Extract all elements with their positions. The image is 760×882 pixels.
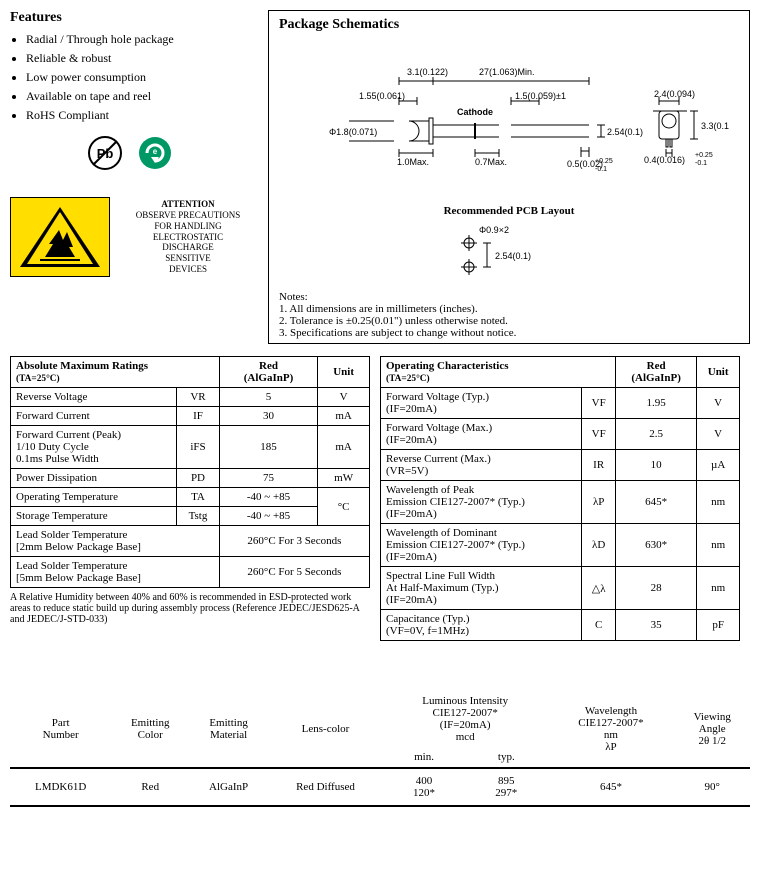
svg-text:Cathode: Cathode [457, 107, 493, 117]
note-line: 2. Tolerance is ±0.25(0.01") unless othe… [279, 315, 739, 327]
svg-text:27(1.063)Min.: 27(1.063)Min. [479, 67, 535, 77]
feature-item: Available on tape and reel [26, 89, 260, 104]
svg-text:1.5(0.059)±1: 1.5(0.059)±1 [515, 91, 566, 101]
esd-triangle-icon [15, 202, 105, 272]
pcb-layout-drawing: Φ0.9×2 2.54(0.1) [429, 225, 589, 285]
pb-free-icon: Pb [89, 137, 121, 169]
notes-heading: Notes: [279, 291, 739, 303]
svg-text:e: e [153, 147, 158, 156]
svg-text:3.3(0.13): 3.3(0.13) [701, 121, 729, 131]
svg-text:2.54(0.1): 2.54(0.1) [607, 127, 643, 137]
esd-line: DISCHARGE [162, 242, 214, 252]
svg-text:+0.25-0.1: +0.25-0.1 [695, 152, 713, 167]
package-schematic-drawing: 3.1(0.122) 27(1.063)Min. 1.55(0.061) 1.5… [289, 41, 729, 201]
feature-item: Reliable & robust [26, 51, 260, 66]
svg-text:1.0Max.: 1.0Max. [397, 157, 429, 167]
svg-text:0.4(0.016): 0.4(0.016) [644, 155, 685, 165]
amr-footnote: A Relative Humidity between 40% and 60% … [10, 592, 370, 625]
feature-item: Low power consumption [26, 70, 260, 85]
esd-line: FOR HANDLING [154, 221, 221, 231]
note-line: 1. All dimensions are in millimeters (in… [279, 303, 739, 315]
pcb-heading: Recommended PCB Layout [279, 205, 739, 217]
parts-table: PartNumber EmittingColor EmittingMateria… [10, 691, 750, 807]
absolute-maximum-ratings-table: Absolute Maximum Ratings(TA=25°C) Red(Al… [10, 356, 370, 588]
features-heading: Features [10, 10, 260, 26]
esd-line: OBSERVE PRECAUTIONS [136, 210, 241, 220]
esd-line: ELECTROSTATIC [153, 232, 223, 242]
package-heading: Package Schematics [279, 17, 739, 33]
feature-item: Radial / Through hole package [26, 32, 260, 47]
svg-text:Φ0.9×2: Φ0.9×2 [479, 225, 509, 235]
features-list: Radial / Through hole package Reliable &… [10, 32, 260, 123]
esd-warning: ATTENTION OBSERVE PRECAUTIONS FOR HANDLI… [10, 197, 260, 277]
feature-item: RoHS Compliant [26, 108, 260, 123]
svg-text:2.54(0.1): 2.54(0.1) [495, 251, 531, 261]
svg-text:3.1(0.122): 3.1(0.122) [407, 67, 448, 77]
rohs-green-icon: e [139, 137, 171, 169]
package-notes: Notes: 1. All dimensions are in millimet… [279, 291, 739, 339]
note-line: 3. Specifications are subject to change … [279, 327, 739, 339]
svg-text:Φ1.8(0.071): Φ1.8(0.071) [329, 127, 377, 137]
compliance-icons: Pb e [10, 133, 260, 177]
svg-text:+0.25-0.1: +0.25-0.1 [595, 158, 613, 173]
esd-line: SENSITIVE [165, 253, 211, 263]
esd-title: ATTENTION [161, 199, 214, 209]
svg-text:2.4(0.094): 2.4(0.094) [654, 89, 695, 99]
svg-text:0.7Max.: 0.7Max. [475, 157, 507, 167]
esd-line: DEVICES [169, 264, 207, 274]
svg-text:1.55(0.061): 1.55(0.061) [359, 91, 405, 101]
operating-characteristics-table: Operating Characteristics(TA=25°C) Red(A… [380, 356, 740, 641]
